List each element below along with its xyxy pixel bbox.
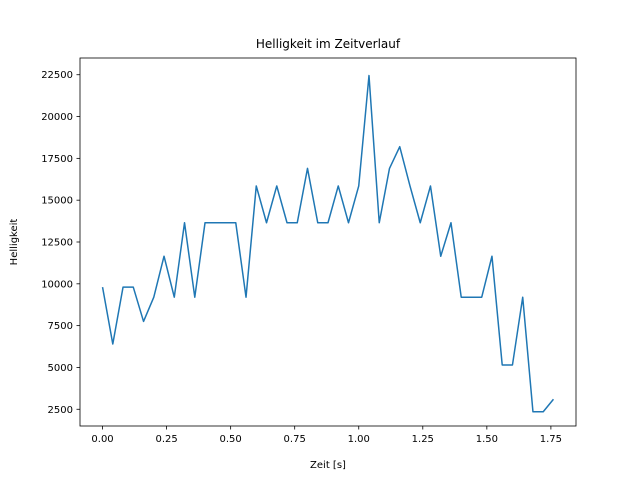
y-tick-label: 22500	[41, 70, 73, 81]
x-axis-ticks: 0.00 0.25 0.50 0.75 1.00 1.25 1.50 1.75	[91, 426, 562, 445]
y-tick-label: 10000	[41, 279, 73, 290]
x-tick-label: 1.50	[476, 434, 498, 445]
y-tick-label: 20000	[41, 112, 73, 123]
x-tick-label: 0.75	[284, 434, 306, 445]
x-axis-label: Zeit [s]	[310, 460, 346, 471]
plot-series	[101, 74, 555, 413]
y-tick-label: 12500	[41, 238, 73, 249]
series-line	[101, 74, 555, 413]
x-tick-label: 0.00	[91, 434, 113, 445]
chart-title: Helligkeit im Zeitverlauf	[256, 37, 401, 51]
x-tick-label: 1.25	[412, 434, 434, 445]
x-tick-label: 0.25	[155, 434, 177, 445]
y-tick-label: 5000	[48, 363, 73, 374]
x-tick-label: 0.50	[220, 434, 242, 445]
y-tick-label: 2500	[48, 405, 73, 416]
y-axis-ticks: 2500 5000 7500 10000 12500 15000 17500 20000 225…	[41, 70, 80, 416]
y-tick-label: 15000	[41, 196, 73, 207]
plot-frame	[79, 57, 577, 427]
y-axis-label: Helligkeit	[9, 219, 20, 266]
y-tick-label: 17500	[41, 154, 73, 165]
x-tick-label: 1.75	[540, 434, 562, 445]
x-tick-label: 1.00	[348, 434, 370, 445]
y-tick-label: 7500	[48, 321, 73, 332]
